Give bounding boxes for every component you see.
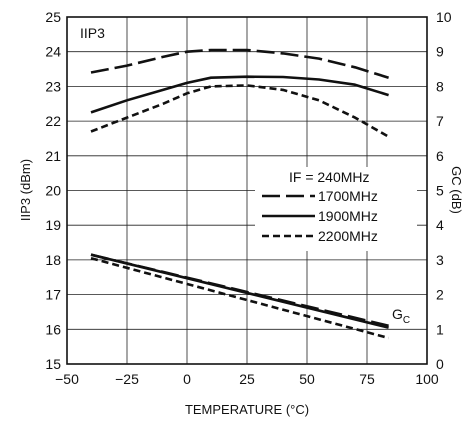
iip3-annotation: IIP3 (80, 25, 105, 41)
legend-label: 1900MHz (318, 208, 378, 224)
x-tick-label: 0 (183, 371, 191, 387)
plot-frame (66, 16, 428, 365)
x-tick-label: −25 (115, 371, 139, 387)
legend: 1700MHz 1900MHz 2200MHz (262, 188, 378, 244)
y-tick-label: 22 (45, 113, 61, 129)
x-tick-label: 25 (239, 371, 255, 387)
series-iip3-1700mhz (90, 48, 389, 79)
series-gc-1900mhz (90, 253, 389, 329)
series-iip3-2200mhz (90, 84, 390, 138)
y-tick-label: 17 (45, 287, 61, 303)
x-tick-label: −50 (55, 371, 79, 387)
y-tick-label: 23 (45, 78, 61, 94)
y2-tick-label: 5 (436, 183, 444, 199)
y2-tick-label: 2 (436, 287, 444, 303)
y-tick-label: 24 (45, 44, 61, 60)
legend-header: IF = 240MHz (289, 169, 370, 185)
y-tick-label: 18 (45, 252, 61, 268)
y2-tick-label: 9 (436, 44, 444, 60)
legend-label: 1700MHz (318, 188, 378, 204)
series-layer (90, 48, 390, 340)
y-tick-label: 15 (45, 356, 61, 372)
legend-background (255, 167, 417, 251)
series-gc-2200mhz (90, 256, 389, 340)
y2-axis-title: GC (dB) (449, 166, 462, 214)
y2-tick-label: 1 (436, 321, 444, 337)
x-tick-label: 75 (359, 371, 375, 387)
y-tick-label: 25 (45, 9, 61, 25)
y2-tick-label: 6 (436, 148, 444, 164)
y-tick-label: 21 (45, 148, 61, 164)
legend-label: 2200MHz (318, 228, 378, 244)
y2-tick-label: 7 (436, 113, 444, 129)
x-axis-title: TEMPERATURE (°C) (185, 402, 309, 417)
gc-annotation-main: G (392, 306, 403, 322)
y-tick-label: 16 (45, 321, 61, 337)
x-tick-labels: −50 −25 0 25 50 75 100 (55, 371, 439, 387)
y-tick-label: 19 (45, 217, 61, 233)
y-tick-labels: 15 16 17 18 19 20 21 22 23 24 25 (45, 9, 61, 372)
y2-tick-label: 0 (436, 356, 444, 372)
gc-annotation-sub: C (403, 315, 410, 326)
y-tick-label: 20 (45, 183, 61, 199)
x-tick-label: 100 (415, 371, 439, 387)
gc-annotation: GC (392, 306, 410, 326)
y2-tick-label: 8 (436, 78, 444, 94)
y2-tick-labels: 0 1 2 3 4 5 6 7 8 9 10 (436, 9, 452, 372)
y2-tick-label: 10 (436, 9, 452, 25)
x-tick-label: 50 (299, 371, 315, 387)
y2-tick-label: 3 (436, 252, 444, 268)
y2-tick-label: 4 (436, 217, 444, 233)
y-axis-title: IIP3 (dBm) (18, 159, 33, 221)
series-iip3-1900mhz (90, 75, 389, 114)
